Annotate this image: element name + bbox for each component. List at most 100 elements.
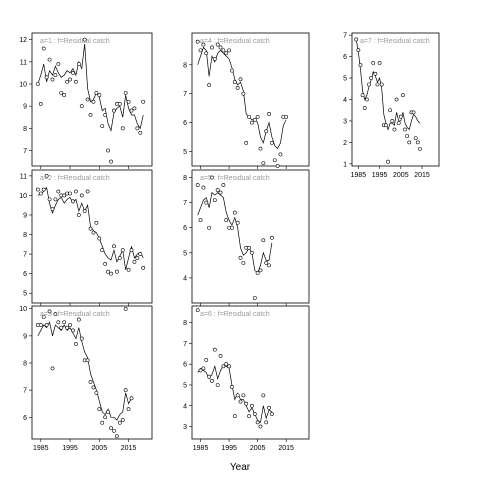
panel-a4-point xyxy=(284,114,289,119)
panel-a6-point xyxy=(198,368,203,373)
panel-a1-point xyxy=(97,93,102,97)
panel-a2: a=2 : f=Residual catch 5 6 7 8 9 10 11 xyxy=(19,169,153,311)
panel-a6-point xyxy=(195,308,200,313)
panel-a7-ytick-label: 1 xyxy=(343,161,347,168)
panel-a1-title: a=1 : f=Residual catch xyxy=(40,38,110,45)
panel-a4-point xyxy=(244,140,249,145)
panel-a7-xtick-label: 2005 xyxy=(393,172,409,179)
panel-a1-point xyxy=(47,57,52,62)
panel-a4-point xyxy=(230,68,234,73)
panel-a3-point xyxy=(103,415,108,420)
panel-a7-point xyxy=(413,136,418,141)
panel-a6-point xyxy=(269,412,274,416)
panel-a5-point xyxy=(204,200,209,205)
panel-a7-point xyxy=(392,127,397,132)
panel-a7-point xyxy=(411,110,416,115)
panel-a1-point xyxy=(74,79,78,84)
panel-a1-point xyxy=(56,62,61,66)
panel-a2-point xyxy=(135,256,140,260)
panel-a2-fitted-line xyxy=(37,186,144,270)
panel-a3-ytick-label: 6 xyxy=(23,415,27,422)
panel-a3-ytick-label: 10 xyxy=(19,306,27,313)
panel-a5-point xyxy=(238,255,243,260)
panel-a1-point xyxy=(120,126,125,131)
panel-a1-point xyxy=(79,104,84,109)
panel-a7-point xyxy=(377,61,382,65)
panel-a3-xtick-label: 2005 xyxy=(92,445,108,452)
panel-a3-ytick-label: 9 xyxy=(23,333,27,340)
panel-a5-ytick-label: 4 xyxy=(183,275,187,282)
panel-a4-fitted-line xyxy=(197,46,287,150)
panel-a2-ytick-label: 11 xyxy=(20,173,27,180)
panel-a2-point xyxy=(44,173,49,178)
panel-a2-point xyxy=(56,189,61,194)
panel-a2-point xyxy=(97,236,102,241)
panel-a5-point xyxy=(215,188,220,192)
panel-a4-point xyxy=(212,57,217,61)
panel-a7-point xyxy=(384,123,388,128)
panel-a4-point xyxy=(241,91,246,96)
panel-a3-point xyxy=(120,418,125,422)
panel-a7-xtick-label: 2015 xyxy=(414,172,430,179)
panel-a6-point xyxy=(255,420,260,425)
panel-a5-fitted-line xyxy=(197,191,273,274)
panel-a2-point xyxy=(120,248,125,253)
panel-a1-point xyxy=(82,37,87,42)
panel-a3-point xyxy=(71,328,75,333)
panel-a7-xtick-label: 1995 xyxy=(372,172,388,179)
panel-a4-ytick-label: 7 xyxy=(183,91,187,98)
panel-a3-frame xyxy=(31,305,153,440)
panel-a3-point xyxy=(88,380,93,384)
panel-a3-xtick-label: 1985 xyxy=(33,445,49,452)
panel-a4-point xyxy=(272,158,277,163)
panel-a5-ytick-label: 8 xyxy=(183,175,187,182)
panel-a7-point xyxy=(373,71,378,76)
panel-a4-point xyxy=(267,112,271,116)
panel-a6-point xyxy=(232,414,237,419)
panel-a7-point xyxy=(388,108,393,113)
panel-a1-point xyxy=(44,75,49,80)
panel-a2-point xyxy=(82,209,87,213)
panel-a3-point xyxy=(59,325,64,330)
panel-a1-fitted-line xyxy=(37,44,144,132)
panel-a3-point xyxy=(79,336,84,341)
panel-a3-xtick-label: 2015 xyxy=(121,445,137,452)
panel-a7-point xyxy=(362,106,367,110)
panel-a4-point xyxy=(235,86,240,90)
panel-a5-point xyxy=(230,225,234,230)
panel-a7-point xyxy=(371,61,376,65)
panel-a6-point xyxy=(252,412,257,416)
panel-a3-point xyxy=(85,358,90,363)
panel-a1-point xyxy=(88,113,93,117)
panel-a1-point xyxy=(35,82,40,86)
panel-a4-point xyxy=(252,117,257,122)
panel-a6-point xyxy=(247,414,251,419)
panel-a5-point xyxy=(267,263,271,268)
panel-a7-point xyxy=(379,82,384,87)
panel-a4-ytick-label: 5 xyxy=(183,149,187,156)
panel-a2-point xyxy=(141,265,146,270)
panel-a6-xtick-label: 1985 xyxy=(193,445,209,452)
panel-a2-ytick-label: 7 xyxy=(23,252,27,259)
panel-a1-point xyxy=(71,71,75,75)
panel-a6-point xyxy=(230,385,234,389)
panel-a7-point xyxy=(375,82,380,87)
panel-a2-point xyxy=(106,269,111,274)
panel-a1-point xyxy=(112,108,116,113)
panel-a4-point xyxy=(258,146,263,151)
panel-a6-ytick-label: 5 xyxy=(183,382,187,389)
panel-a1-point xyxy=(100,124,105,129)
panel-a7-point xyxy=(417,146,422,151)
panel-a5-point xyxy=(232,210,237,215)
panel-a6-xtick-label: 2005 xyxy=(250,445,266,452)
panel-a3-title: a=3 : f=Residual catch xyxy=(40,311,110,318)
panel-a1-point xyxy=(103,113,108,117)
panel-a3-point xyxy=(112,428,116,433)
panel-a4-point xyxy=(227,48,232,53)
panel-a1-ytick-label: 12 xyxy=(19,37,27,44)
panel-a4-point xyxy=(221,48,226,53)
panel-a1-point xyxy=(41,46,46,51)
panel-a6-xtick-label: 2015 xyxy=(278,445,294,452)
panel-a6-point xyxy=(244,401,249,406)
